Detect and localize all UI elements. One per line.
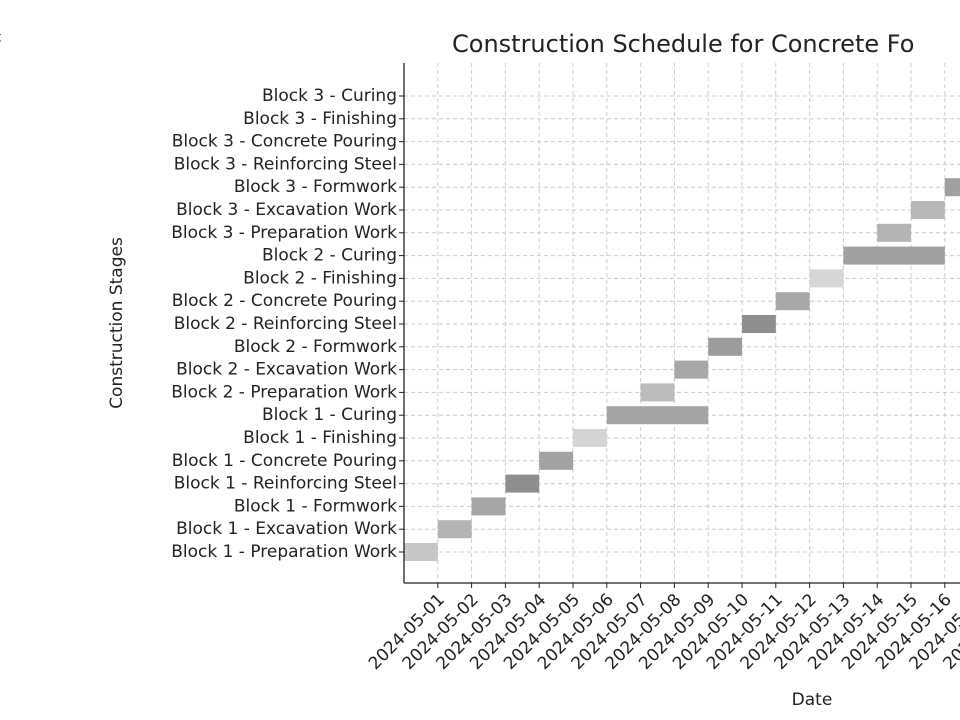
y-tick-label: Block 3 - Preparation Work [171,223,397,243]
bar [437,520,472,539]
y-tick-label: Block 3 - Excavation Work [176,200,397,220]
y-tick-label: Block 2 - Preparation Work [171,382,397,402]
y-tick-label: Block 2 - Concrete Pouring [172,291,397,311]
y-tick-label: Block 2 - Finishing [243,268,397,288]
bar [708,337,742,356]
y-tick-label: Block 1 - Concrete Pouring [172,451,397,471]
y-tick-label: Block 1 - Formwork [234,496,397,516]
y-tick-label: Block 2 - Formwork [234,337,397,357]
y-tick-label: Block 3 - Finishing [243,109,397,129]
y-tick-label: Block 2 - Reinforcing Steel [174,314,397,334]
y-tick-label: Block 1 - Curing [262,405,397,425]
bar [606,406,709,425]
bar [539,451,573,470]
corner-text: t [0,31,1,46]
y-tick-label: Block 3 - Curing [262,86,397,106]
y-axis-label: Construction Stages [107,237,127,409]
grid [404,63,960,583]
bar [944,178,960,197]
bar [911,201,945,219]
bars [404,178,960,561]
bar [742,315,776,333]
y-tick-label: Block 3 - Formwork [234,177,397,197]
bar [573,429,607,447]
y-tick-label: Block 1 - Reinforcing Steel [174,474,397,494]
bar [674,360,709,379]
bar [877,223,911,242]
bar [843,246,945,265]
bar [775,292,810,311]
bar [404,543,438,561]
y-tick-label: Block 1 - Preparation Work [171,542,397,562]
y-tick-label: Block 1 - Excavation Work [176,519,397,539]
y-tick-label: Block 3 - Reinforcing Steel [174,154,397,174]
chart-title: Construction Schedule for Concrete Fo [452,30,914,58]
bar [505,474,540,493]
bar [640,383,675,402]
x-axis-label: Date [792,690,833,710]
bar [471,497,506,516]
y-tick-label: Block 2 - Curing [262,246,397,266]
bar [809,269,844,288]
y-tick-label: Block 3 - Concrete Pouring [172,132,397,152]
y-tick-label: Block 2 - Excavation Work [176,360,397,380]
y-tick-label: Block 1 - Finishing [243,428,397,448]
